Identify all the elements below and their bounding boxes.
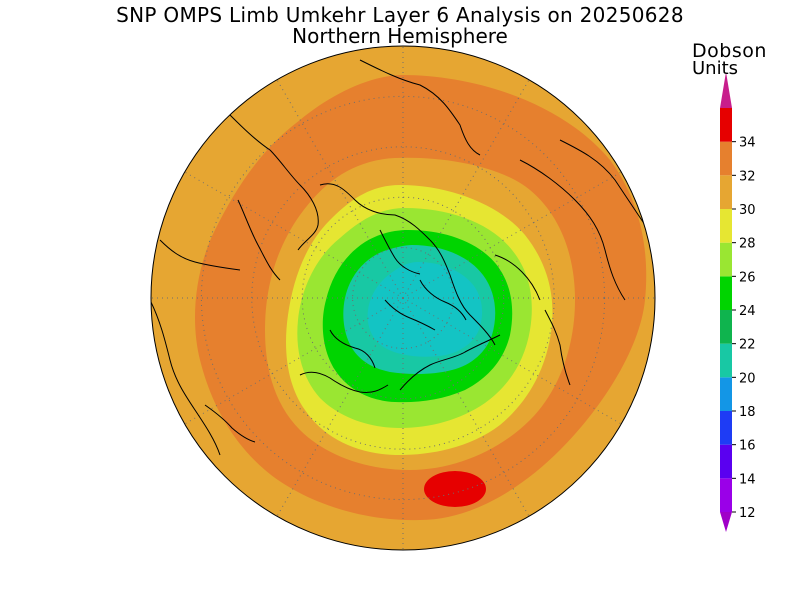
colorbar-under-arrow bbox=[720, 512, 732, 532]
colorbar-bin bbox=[720, 108, 732, 142]
meridian-line bbox=[276, 79, 404, 299]
colorbar-unit-label-line1: Dobson bbox=[692, 40, 767, 62]
colorbar-bins bbox=[720, 108, 732, 512]
colorbar-bin bbox=[720, 343, 732, 378]
colorbar-ticks: 12 14 16 18 20 22 24 26 28 30 32 34 bbox=[732, 136, 756, 521]
meridian-line bbox=[402, 79, 530, 299]
meridian-line bbox=[184, 297, 404, 425]
colorbar-tick-label: 22 bbox=[739, 338, 756, 353]
colorbar-bin bbox=[720, 276, 732, 310]
map-subtitle: Northern Hemisphere bbox=[292, 24, 508, 48]
graticule bbox=[151, 46, 655, 550]
meridian-line bbox=[402, 297, 530, 517]
colorbar-tick-label: 28 bbox=[739, 237, 756, 252]
colorbar-tick-label: 16 bbox=[739, 439, 756, 454]
colorbar-tick-label: 26 bbox=[739, 270, 756, 285]
colorbar-tick-label: 24 bbox=[739, 304, 756, 319]
colorbar-tick-label: 30 bbox=[739, 203, 756, 218]
colorbar-bin bbox=[720, 242, 732, 277]
map-border bbox=[150, 45, 656, 551]
latitude-circle bbox=[251, 146, 555, 450]
latitude-circle bbox=[200, 95, 606, 501]
colorbar-bin bbox=[720, 478, 732, 512]
colorbar-bin bbox=[720, 175, 732, 209]
colorbar-tick-label: 12 bbox=[739, 506, 756, 521]
colorbar-tick-label: 34 bbox=[739, 136, 756, 151]
colorbar-tick-label: 14 bbox=[739, 472, 756, 487]
colorbar-over-arrow bbox=[720, 72, 732, 108]
ozone-field bbox=[151, 46, 655, 550]
colorbar-bin bbox=[720, 209, 732, 243]
colorbar-bin bbox=[720, 141, 732, 176]
meridian-line bbox=[276, 297, 404, 517]
meridian-line bbox=[402, 297, 622, 425]
colorbar-bin bbox=[720, 411, 732, 445]
colorbar-tick-label: 32 bbox=[739, 169, 756, 184]
colorbar-tick-label: 18 bbox=[739, 405, 756, 420]
coastlines bbox=[151, 59, 646, 456]
colorbar-tick-label: 20 bbox=[739, 371, 756, 386]
meridian-line bbox=[402, 171, 622, 299]
map-title: SNP OMPS Limb Umkehr Layer 6 Analysis on… bbox=[116, 3, 684, 27]
meridian-line bbox=[184, 171, 404, 299]
colorbar-bin bbox=[720, 377, 732, 411]
colorbar-bin bbox=[720, 310, 732, 344]
contour-32-34 bbox=[424, 471, 486, 507]
colorbar-bin bbox=[720, 444, 732, 479]
colorbar-unit-label-line2: Units bbox=[692, 58, 739, 79]
